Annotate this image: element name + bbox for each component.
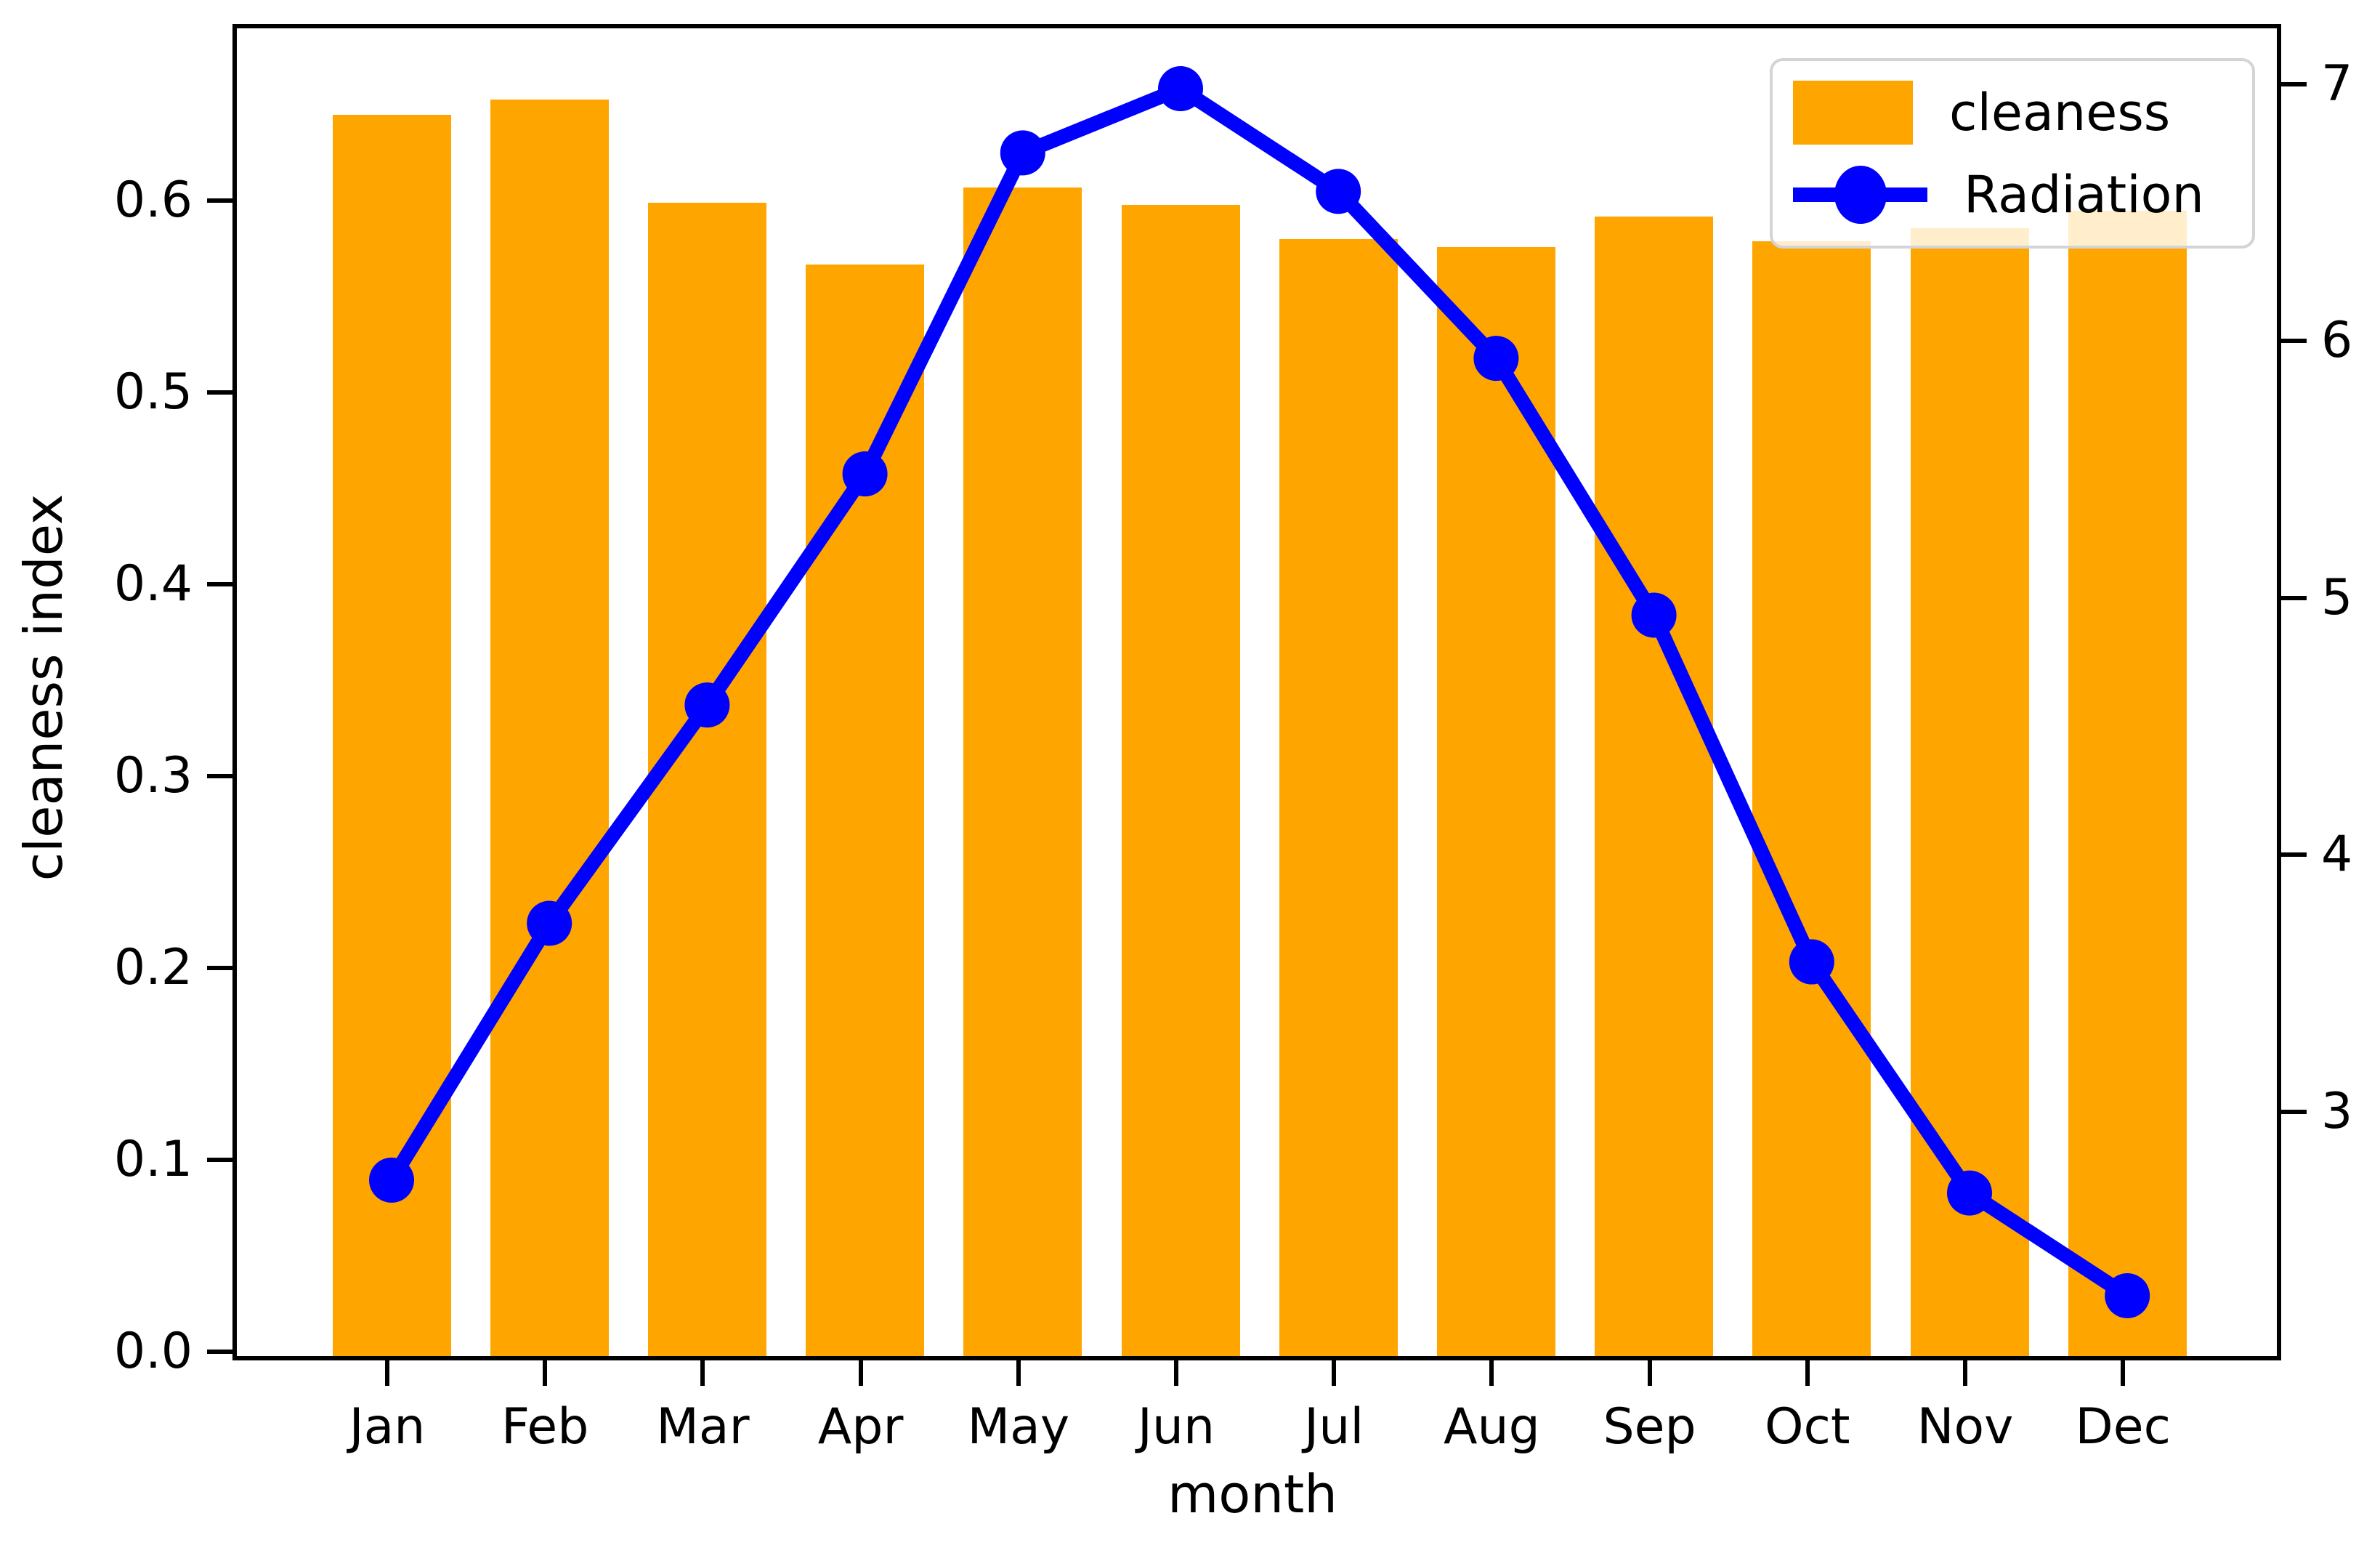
- bar-feb: [490, 99, 609, 1356]
- ytick-label-right-5: 5: [2321, 568, 2353, 626]
- radiation-marker-sep: [1631, 592, 1677, 638]
- xtick-oct: [1805, 1360, 1810, 1386]
- bar-jul: [1279, 239, 1398, 1356]
- xtick-mar: [700, 1360, 705, 1386]
- bar-mar: [647, 203, 766, 1356]
- xtick-sep: [1647, 1360, 1652, 1386]
- radiation-line-layer: [369, 66, 2150, 1318]
- ytick-label-right-4: 4: [2321, 826, 2353, 884]
- y-axis-label-left: cleaness index: [13, 493, 74, 882]
- ytick-label-right-3: 3: [2321, 1082, 2353, 1140]
- ytick-right-5: [2281, 595, 2307, 600]
- legend-label-radiation: Radiation: [1964, 164, 2204, 225]
- legend-label-cleaness: cleaness: [1949, 82, 2171, 142]
- xtick-label-mar: Mar: [656, 1398, 750, 1456]
- ytick-label-left-0.3: 0.3: [113, 746, 193, 804]
- cleaness-swatch-icon: [1793, 80, 1913, 145]
- ytick-label-left-0.6: 0.6: [113, 171, 193, 229]
- radiation-marker-feb: [527, 900, 572, 946]
- xtick-label-may: May: [967, 1398, 1070, 1456]
- bar-oct: [1752, 241, 1871, 1356]
- radiation-marker-oct: [1789, 939, 1834, 985]
- radiation-marker-apr: [842, 451, 888, 497]
- ytick-right-6: [2281, 339, 2307, 344]
- bar-sep: [1595, 216, 1714, 1356]
- ytick-label-left-0.5: 0.5: [113, 363, 193, 421]
- ytick-right-3: [2281, 1109, 2307, 1114]
- radiation-line-marker-icon: [1793, 163, 1927, 227]
- radiation-marker-aug: [1473, 336, 1519, 382]
- radiation-marker-may: [1000, 130, 1045, 176]
- bar-jan: [332, 114, 451, 1356]
- xtick-label-jul: Jul: [1304, 1398, 1364, 1456]
- xtick-aug: [1489, 1360, 1494, 1386]
- radiation-dot-icon: [1834, 165, 1887, 224]
- x-axis-label: month: [1167, 1464, 1337, 1525]
- xtick-label-sep: Sep: [1603, 1398, 1696, 1456]
- xtick-dec: [2121, 1360, 2126, 1386]
- xtick-label-apr: Apr: [817, 1398, 904, 1456]
- xtick-apr: [858, 1360, 863, 1386]
- bar-dec: [2068, 210, 2187, 1356]
- xtick-label-jun: Jun: [1137, 1398, 1215, 1456]
- ytick-left-0.2: [207, 965, 232, 970]
- xtick-label-aug: Aug: [1444, 1398, 1540, 1456]
- xtick-jan: [385, 1360, 389, 1386]
- bar-jun: [1121, 204, 1240, 1356]
- ytick-right-4: [2281, 852, 2307, 858]
- radiation-line: [384, 81, 2135, 1303]
- radiation-marker-jan: [369, 1157, 414, 1203]
- radiation-marker-jun: [1158, 66, 1203, 112]
- xtick-label-jan: Jan: [349, 1398, 426, 1456]
- ytick-left-0.5: [207, 390, 232, 395]
- xtick-may: [1016, 1360, 1021, 1386]
- radiation-marker-nov: [1947, 1170, 1992, 1216]
- ytick-left-0.1: [207, 1157, 232, 1162]
- xtick-label-oct: Oct: [1765, 1398, 1850, 1456]
- xtick-jul: [1332, 1360, 1337, 1386]
- xtick-nov: [1963, 1360, 1967, 1386]
- legend-item-cleaness: cleaness: [1773, 80, 2252, 145]
- xtick-feb: [543, 1360, 548, 1386]
- ytick-right-7: [2281, 82, 2307, 87]
- ytick-label-left-0.4: 0.4: [113, 554, 193, 613]
- ytick-left-0.3: [207, 773, 232, 778]
- ytick-label-right-7: 7: [2321, 55, 2353, 113]
- xtick-label-dec: Dec: [2075, 1398, 2171, 1456]
- legend: cleaness Radiation: [1770, 58, 2255, 249]
- ytick-label-right-6: 6: [2321, 312, 2353, 370]
- radiation-marker-mar: [684, 682, 730, 728]
- legend-item-radiation: Radiation: [1773, 163, 2252, 227]
- ytick-label-left-0.2: 0.2: [113, 938, 193, 996]
- bar-apr: [806, 264, 925, 1356]
- ytick-left-0.6: [207, 198, 232, 203]
- ytick-label-left-0.0: 0.0: [113, 1323, 193, 1380]
- radiation-marker-dec: [2105, 1272, 2150, 1318]
- ytick-left-0.0: [207, 1350, 232, 1354]
- xtick-label-nov: Nov: [1916, 1398, 2014, 1456]
- xtick-label-feb: Feb: [501, 1398, 589, 1456]
- bar-nov: [1910, 227, 2029, 1356]
- bar-may: [963, 187, 1082, 1356]
- radiation-marker-jul: [1316, 169, 1361, 214]
- xtick-jun: [1174, 1360, 1178, 1386]
- ytick-left-0.4: [207, 581, 232, 586]
- ytick-label-left-0.1: 0.1: [113, 1130, 193, 1188]
